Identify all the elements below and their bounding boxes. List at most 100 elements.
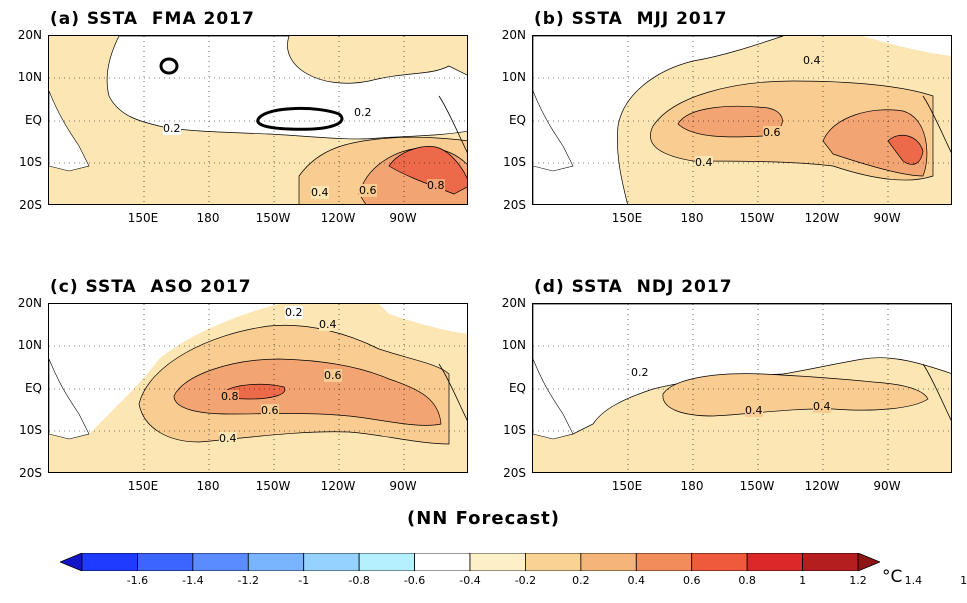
colorbar-segment bbox=[802, 552, 859, 572]
y-tick: 20N bbox=[501, 28, 526, 42]
colorbar-tick-label: -1.2 bbox=[237, 574, 260, 587]
y-tick: 20S bbox=[19, 198, 42, 212]
colorbar-segment bbox=[81, 552, 138, 572]
colorbar-segment bbox=[303, 552, 360, 572]
contour-label: 0.6 bbox=[261, 404, 279, 417]
colorbar-tick-label: -1.6 bbox=[126, 574, 149, 587]
y-tick: 10N bbox=[501, 338, 526, 352]
panel-d: (d) SSTA NDJ 2017 0.2 0.4 0.4 20N 10N EQ… bbox=[502, 277, 952, 493]
x-tick: 90W bbox=[389, 211, 417, 225]
x-tick: 150W bbox=[739, 479, 775, 493]
y-tick: EQ bbox=[24, 113, 42, 127]
y-tick: 20S bbox=[503, 466, 526, 480]
colorbar-tick-label: 0.8 bbox=[738, 574, 756, 587]
x-tick: 120W bbox=[320, 479, 356, 493]
x-tick: 120W bbox=[804, 211, 840, 225]
y-tick: 20N bbox=[17, 296, 42, 310]
y-tick: EQ bbox=[508, 113, 526, 127]
y-tick: 10S bbox=[503, 423, 526, 437]
panel-d-map: 0.2 0.4 0.4 bbox=[532, 303, 952, 473]
panel-b-title: (b) SSTA MJJ 2017 bbox=[534, 9, 728, 29]
contour-label: 0.4 bbox=[745, 404, 763, 417]
y-tick: 20N bbox=[17, 28, 42, 42]
colorbar bbox=[58, 552, 882, 572]
contour-label: 0.4 bbox=[311, 186, 329, 199]
contour-label: 0.6 bbox=[324, 369, 342, 382]
colorbar-tick-label: 1.6 bbox=[960, 574, 967, 587]
contour-label: 0.6 bbox=[359, 184, 377, 197]
contour-label: 0.8 bbox=[221, 390, 239, 403]
x-tick: 120W bbox=[804, 479, 840, 493]
panel-c-map: 0.2 0.4 0.6 0.8 0.6 0.4 bbox=[48, 303, 468, 473]
contour-label: 0.4 bbox=[803, 54, 821, 67]
panel-c-title: (c) SSTA ASO 2017 bbox=[50, 277, 252, 297]
x-tick: 90W bbox=[873, 211, 901, 225]
y-tick: EQ bbox=[508, 381, 526, 395]
panel-b-map: 0.4 0.6 0.4 bbox=[532, 35, 952, 205]
x-tick: 150E bbox=[127, 479, 159, 493]
contour-label: 0.6 bbox=[763, 126, 781, 139]
y-tick: EQ bbox=[24, 381, 42, 395]
colorbar-tick-label: -0.4 bbox=[459, 574, 481, 587]
colorbar-tick-label: -0.8 bbox=[348, 574, 370, 587]
forecast-caption: (NN Forecast) bbox=[406, 508, 560, 529]
contour-label: 0.8 bbox=[427, 179, 445, 192]
x-tick: 90W bbox=[873, 479, 901, 493]
colorbar-segment bbox=[635, 552, 693, 572]
contour-label: 0.4 bbox=[695, 156, 713, 169]
colorbar-segment bbox=[358, 552, 415, 572]
y-tick: 10S bbox=[503, 155, 526, 169]
x-tick: 150W bbox=[255, 479, 291, 493]
colorbar-tick-label: 1.2 bbox=[849, 574, 867, 587]
panel-c: (c) SSTA ASO 2017 0.2 0.4 0.6 0.8 0.6 0.… bbox=[18, 277, 468, 493]
y-tick: 10N bbox=[17, 338, 42, 352]
colorbar-segment bbox=[580, 552, 637, 572]
x-tick: 120W bbox=[320, 211, 356, 225]
y-tick: 20S bbox=[19, 466, 42, 480]
x-tick: 180 bbox=[680, 211, 704, 225]
panel-a-title: (a) SSTA FMA 2017 bbox=[50, 9, 255, 29]
unit-label: °C bbox=[882, 567, 903, 587]
colorbar-segment bbox=[137, 552, 194, 572]
y-tick: 20S bbox=[503, 198, 526, 212]
x-tick: 150W bbox=[739, 211, 775, 225]
contour-label: 0.2 bbox=[285, 306, 303, 319]
x-tick: 90W bbox=[389, 479, 417, 493]
colorbar-segment bbox=[414, 552, 471, 572]
colorbar-segment bbox=[469, 552, 526, 572]
contour-label: 0.4 bbox=[219, 432, 237, 445]
x-tick: 180 bbox=[196, 211, 220, 225]
y-tick: 10N bbox=[17, 70, 42, 84]
y-tick: 10S bbox=[19, 155, 42, 169]
contour-label: 0.2 bbox=[631, 366, 649, 379]
colorbar-tick-label: 0.6 bbox=[682, 574, 701, 587]
colorbar-tick-label: 1.4 bbox=[904, 574, 923, 587]
y-tick: 10N bbox=[501, 70, 526, 84]
contour-label: 0.4 bbox=[319, 318, 337, 331]
colorbar-tick-label: -0.2 bbox=[514, 574, 537, 587]
colorbar-segment bbox=[247, 552, 305, 572]
x-tick: 150E bbox=[127, 211, 159, 225]
colorbar-segment bbox=[691, 552, 748, 572]
contour-label: 0.4 bbox=[813, 400, 831, 413]
colorbar-segment bbox=[192, 552, 249, 572]
colorbar-tick-label: -1.4 bbox=[182, 574, 204, 587]
colorbar-tick-label: 0.2 bbox=[572, 574, 590, 587]
panel-a: (a) SSTA FMA 2017 0.2 0.2 0.4 0.6 0.8 20… bbox=[18, 9, 468, 225]
x-tick: 180 bbox=[680, 479, 704, 493]
colorbar-tick-label: 0.4 bbox=[627, 574, 646, 587]
x-tick: 180 bbox=[196, 479, 220, 493]
colorbar-segment bbox=[746, 552, 803, 572]
colorbar-tick-label: 1 bbox=[799, 574, 807, 587]
contour-label: 0.2 bbox=[354, 106, 372, 119]
y-tick: 20N bbox=[501, 296, 526, 310]
contour-label: 0.2 bbox=[163, 122, 181, 135]
x-tick: 150W bbox=[255, 211, 291, 225]
colorbar-segment bbox=[525, 552, 582, 572]
x-tick: 150E bbox=[611, 211, 643, 225]
panel-b: (b) SSTA MJJ 2017 0.4 0.6 0.4 20N 10N EQ… bbox=[502, 9, 952, 225]
colorbar-tick-label: -0.6 bbox=[403, 574, 426, 587]
colorbar-tick-label: -1 bbox=[298, 574, 310, 587]
y-tick: 10S bbox=[19, 423, 42, 437]
panel-d-title: (d) SSTA NDJ 2017 bbox=[534, 277, 733, 297]
